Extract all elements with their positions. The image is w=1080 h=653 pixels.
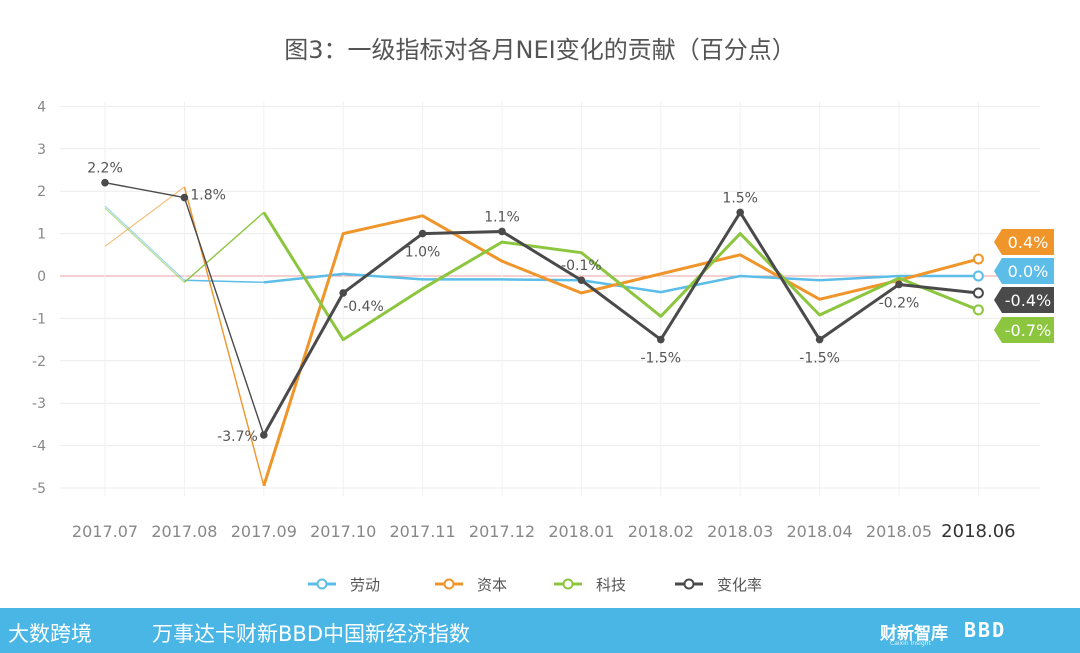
x-tick-label: 2018.06 bbox=[941, 521, 1015, 542]
end-label-tag: -0.4% bbox=[994, 287, 1054, 313]
footer-bbd-logo: BBD bbox=[964, 618, 1007, 642]
data-label: 1.0% bbox=[405, 245, 441, 261]
x-tick-label: 2018.01 bbox=[548, 522, 614, 541]
data-label: 1.1% bbox=[484, 209, 520, 225]
data-label: 1.5% bbox=[722, 190, 758, 206]
x-tick-label: 2017.08 bbox=[151, 522, 217, 541]
y-tick-label: -2 bbox=[32, 354, 46, 370]
data-point bbox=[339, 289, 348, 297]
series-line-2 bbox=[262, 211, 979, 342]
data-label: 2.2% bbox=[87, 161, 123, 177]
data-label: -3.7% bbox=[217, 429, 258, 445]
data-point bbox=[498, 227, 506, 236]
series-start-segment bbox=[104, 205, 185, 281]
data-point bbox=[736, 208, 744, 217]
footer-brand-sub: Caixin Insight bbox=[890, 640, 931, 647]
x-tick-label: 2017.09 bbox=[231, 522, 297, 541]
y-tick-label: -1 bbox=[32, 311, 46, 327]
series-line-segment bbox=[104, 182, 185, 199]
data-label: -1.5% bbox=[640, 351, 681, 367]
data-point bbox=[260, 431, 268, 439]
data-point bbox=[418, 229, 427, 238]
data-point bbox=[577, 276, 586, 285]
x-tick-label: 2017.11 bbox=[390, 522, 456, 541]
y-tick-label: 2 bbox=[37, 184, 46, 200]
series-end-marker bbox=[972, 253, 984, 265]
end-label-bg bbox=[994, 317, 1054, 343]
series-line-segment bbox=[184, 279, 264, 284]
end-label-bg bbox=[994, 258, 1054, 284]
footer-banner: 大数跨境 万事达卡财新BBD中国新经济指数 财新智库 Caixin Insigh… bbox=[0, 608, 1080, 653]
footer-brand: 财新智库 bbox=[880, 624, 948, 644]
grid bbox=[60, 101, 1040, 496]
y-axis-labels: 4 3 2 1 0 -1 -2 -3 -4 -5 bbox=[32, 99, 46, 497]
data-point bbox=[657, 335, 665, 344]
legend: 劳动 资本 科技 变化率 bbox=[308, 576, 762, 594]
series-end-marker bbox=[972, 304, 984, 316]
y-tick-label: 1 bbox=[37, 227, 46, 243]
legend-label: 资本 bbox=[477, 576, 507, 594]
data-label: -0.1% bbox=[561, 258, 602, 274]
legend-label: 劳动 bbox=[350, 576, 380, 594]
series-line-segment bbox=[183, 211, 265, 283]
legend-label: 变化率 bbox=[717, 576, 762, 594]
data-label: 1.8% bbox=[190, 188, 226, 204]
x-tick-label: 2017.12 bbox=[469, 522, 535, 541]
series-end-marker bbox=[972, 287, 984, 299]
legend-marker bbox=[562, 578, 574, 590]
data-label: -1.5% bbox=[799, 351, 840, 367]
end-label-tag: 0.0% bbox=[994, 258, 1054, 284]
end-label-text: -0.4% bbox=[1005, 291, 1051, 310]
x-tick-label: 2017.07 bbox=[72, 522, 138, 541]
end-labels: 0.4% 0.0% -0.4% -0.7% bbox=[994, 229, 1054, 343]
y-tick-label: 4 bbox=[37, 99, 46, 115]
legend-marker bbox=[443, 578, 455, 590]
end-label-bg bbox=[994, 229, 1054, 255]
y-tick-label: -4 bbox=[32, 439, 46, 455]
series-line-3 bbox=[262, 210, 979, 436]
series-lines bbox=[101, 178, 984, 487]
x-tick-label: 2018.05 bbox=[866, 522, 932, 541]
end-label-text: -0.7% bbox=[1005, 321, 1051, 340]
end-label-text: 0.4% bbox=[1008, 233, 1049, 252]
x-tick-label: 2017.10 bbox=[310, 522, 376, 541]
footer-title: 万事达卡财新BBD中国新经济指数 bbox=[152, 622, 470, 646]
y-tick-label: 0 bbox=[37, 269, 46, 285]
y-tick-label: -3 bbox=[32, 396, 46, 412]
x-tick-label: 2018.04 bbox=[787, 522, 853, 541]
end-label-tag: -0.7% bbox=[994, 317, 1054, 343]
data-point bbox=[180, 193, 189, 202]
end-label-tag: 0.4% bbox=[994, 229, 1054, 255]
data-labels: 2.2% 1.8% -3.7% -0.4% 1.0% 1.1% -0.1% -1.5% 1.5%… bbox=[87, 161, 919, 445]
x-axis-labels: 2017.07 2017.08 2017.09 2017.10 2017.11 2017.… bbox=[72, 521, 1016, 542]
series-line-segment bbox=[183, 197, 265, 436]
y-tick-label: 3 bbox=[37, 142, 46, 158]
legend-marker bbox=[683, 578, 695, 590]
data-point bbox=[815, 335, 824, 344]
series-end-marker bbox=[972, 270, 984, 282]
end-label-text: 0.0% bbox=[1008, 262, 1049, 281]
data-label: -0.4% bbox=[343, 299, 384, 315]
data-label: -0.2% bbox=[879, 295, 920, 311]
x-tick-label: 2018.02 bbox=[628, 522, 694, 541]
series-start-segment bbox=[104, 207, 185, 283]
x-tick-label: 2018.03 bbox=[707, 522, 773, 541]
data-point bbox=[895, 280, 903, 289]
data-point bbox=[101, 178, 109, 187]
end-label-bg bbox=[994, 287, 1054, 313]
series-start-segment bbox=[104, 186, 185, 247]
legend-marker bbox=[316, 578, 328, 590]
y-tick-label: -5 bbox=[32, 481, 46, 497]
chart-title: 图3：一级指标对各月NEI变化的贡献（百分点） bbox=[284, 36, 796, 64]
legend-label: 科技 bbox=[596, 576, 626, 594]
footer-logo: 大数跨境 bbox=[8, 622, 92, 646]
